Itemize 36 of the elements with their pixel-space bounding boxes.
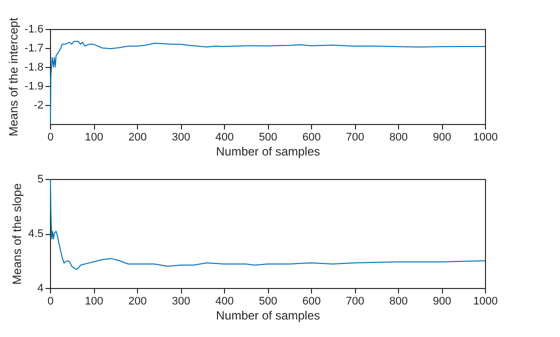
line-series: [50, 40, 486, 124]
x-tick-label: 1000: [473, 296, 498, 308]
x-axis-title: Number of samples: [216, 144, 320, 158]
x-axis-title: Number of samples: [216, 308, 320, 322]
y-axis-title: Means of the intercept: [6, 16, 21, 136]
x-tick-label: 100: [84, 132, 104, 144]
x-tick-label: 500: [258, 296, 278, 308]
y-tick-label: 4.5: [28, 228, 44, 240]
x-tick-label: 500: [258, 132, 278, 144]
y-tick-label: -2: [34, 100, 44, 112]
x-tick-label: 200: [128, 296, 147, 308]
x-tick-label: 400: [215, 132, 234, 144]
x-tick-label: 100: [84, 296, 104, 308]
x-tick-label: 600: [302, 296, 321, 308]
x-tick-label: 800: [389, 296, 408, 308]
x-tick-label: 700: [346, 132, 364, 144]
x-tick-label: 800: [389, 132, 408, 144]
y-tick-label: -1.8: [24, 62, 44, 74]
x-tick-label: 900: [432, 132, 452, 144]
y-tick-label: -1.6: [24, 24, 44, 36]
x-tick-label: 400: [215, 296, 234, 308]
x-tick-label: 700: [346, 296, 364, 308]
x-tick-label: 0: [47, 296, 54, 308]
y-tick-label: -1.9: [24, 80, 44, 92]
x-tick-label: 200: [128, 132, 147, 144]
y-tick-label: -1.7: [24, 42, 44, 54]
y-axis-title: Means of the slope: [10, 182, 24, 285]
x-tick-label: 300: [172, 132, 190, 144]
x-tick-label: 1000: [473, 132, 498, 144]
y-tick-label: 4: [37, 282, 44, 294]
line-series: [50, 178, 486, 270]
x-tick-label: 0: [47, 132, 54, 144]
x-tick-label: 300: [172, 296, 190, 308]
y-tick-label: 5: [37, 174, 44, 186]
x-tick-label: 900: [432, 296, 452, 308]
x-tick-label: 600: [302, 132, 321, 144]
